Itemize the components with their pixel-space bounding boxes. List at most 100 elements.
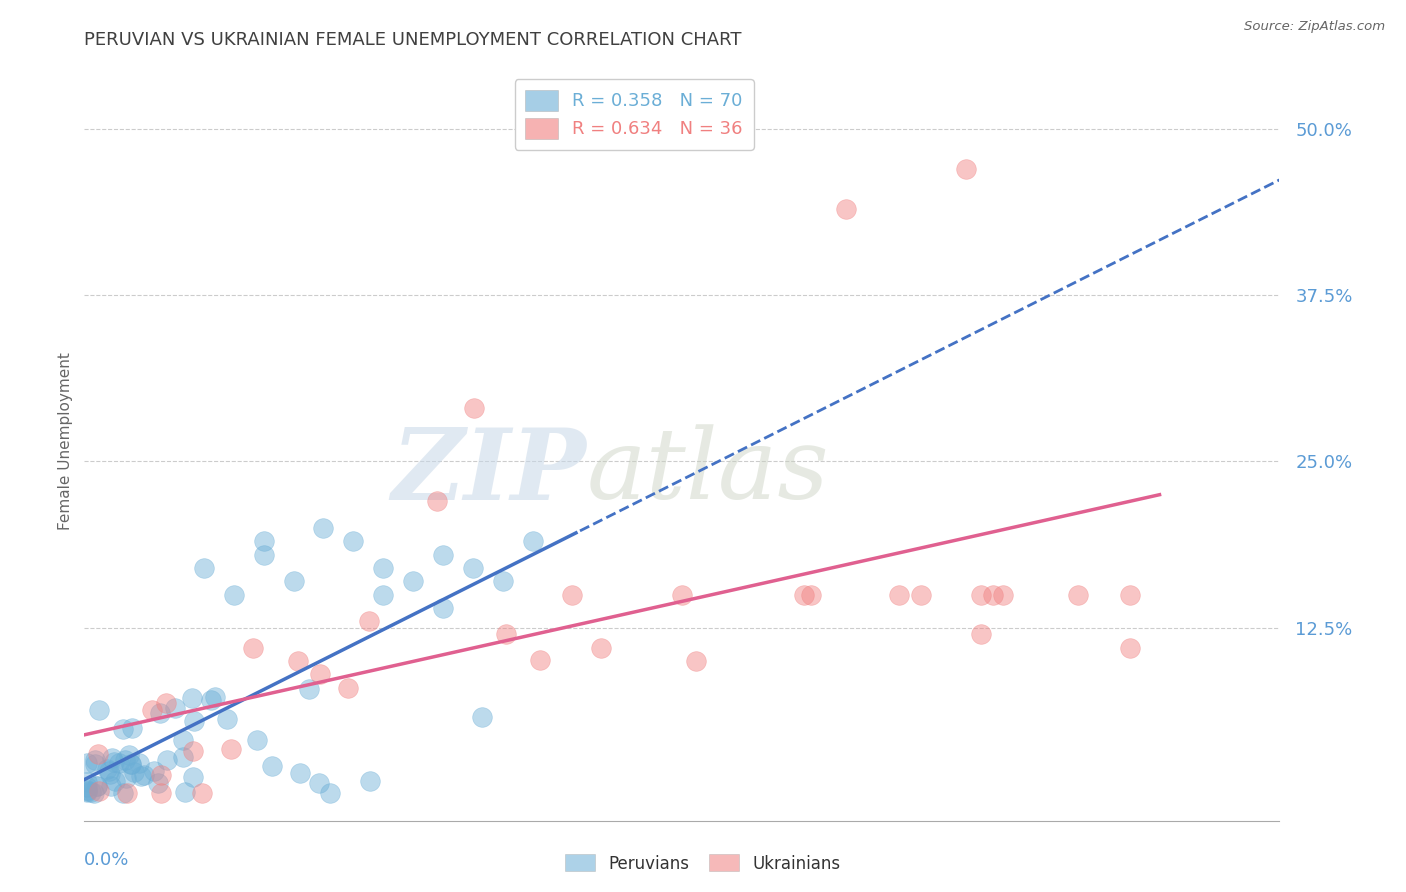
Point bbox=[134, 767, 156, 781]
Point bbox=[172, 733, 194, 747]
Point bbox=[432, 548, 454, 562]
Point bbox=[200, 692, 222, 706]
Point bbox=[373, 587, 395, 601]
Point bbox=[288, 766, 311, 780]
Point bbox=[149, 786, 172, 800]
Point bbox=[181, 744, 204, 758]
Point bbox=[174, 785, 197, 799]
Point bbox=[357, 614, 380, 628]
Point bbox=[190, 786, 212, 800]
Point bbox=[149, 706, 172, 721]
Point bbox=[955, 161, 977, 176]
Point bbox=[141, 703, 163, 717]
Point bbox=[561, 587, 583, 601]
Point bbox=[970, 587, 993, 601]
Point bbox=[242, 640, 264, 655]
Point bbox=[115, 786, 138, 800]
Point bbox=[146, 775, 169, 789]
Point bbox=[149, 768, 172, 782]
Text: 0.0%: 0.0% bbox=[84, 851, 129, 869]
Legend: Peruvians, Ukrainians: Peruvians, Ukrainians bbox=[558, 847, 848, 880]
Point bbox=[1067, 587, 1090, 601]
Point bbox=[87, 703, 110, 717]
Point bbox=[83, 786, 105, 800]
Point bbox=[373, 561, 395, 575]
Point bbox=[591, 640, 613, 655]
Point bbox=[800, 587, 823, 601]
Point bbox=[253, 534, 276, 549]
Point bbox=[981, 587, 1004, 601]
Point bbox=[104, 774, 127, 789]
Text: Source: ZipAtlas.com: Source: ZipAtlas.com bbox=[1244, 20, 1385, 33]
Point bbox=[253, 548, 276, 562]
Point bbox=[103, 755, 125, 769]
Point bbox=[121, 721, 143, 735]
Point bbox=[522, 534, 544, 549]
Point bbox=[432, 600, 454, 615]
Point bbox=[1119, 587, 1142, 601]
Point bbox=[685, 654, 707, 668]
Point bbox=[100, 779, 122, 793]
Point bbox=[887, 587, 910, 601]
Point bbox=[181, 770, 204, 784]
Text: atlas: atlas bbox=[586, 425, 830, 519]
Point bbox=[495, 627, 517, 641]
Point bbox=[122, 765, 145, 780]
Point bbox=[308, 667, 330, 681]
Point bbox=[84, 756, 107, 771]
Point bbox=[87, 784, 110, 798]
Point bbox=[183, 714, 205, 728]
Point bbox=[671, 587, 693, 601]
Point bbox=[492, 574, 515, 589]
Point bbox=[219, 741, 242, 756]
Point bbox=[910, 587, 932, 601]
Point bbox=[98, 767, 121, 781]
Point bbox=[98, 764, 121, 779]
Point bbox=[283, 574, 305, 589]
Point bbox=[1119, 640, 1142, 655]
Legend: R = 0.358   N = 70, R = 0.634   N = 36: R = 0.358 N = 70, R = 0.634 N = 36 bbox=[515, 79, 754, 150]
Point bbox=[287, 654, 309, 668]
Point bbox=[529, 653, 551, 667]
Point bbox=[426, 494, 449, 508]
Point bbox=[131, 769, 153, 783]
Point bbox=[163, 701, 186, 715]
Point bbox=[970, 627, 993, 641]
Point bbox=[155, 696, 177, 710]
Point bbox=[76, 783, 98, 797]
Point bbox=[204, 690, 226, 704]
Point bbox=[84, 753, 107, 767]
Point bbox=[86, 779, 108, 793]
Point bbox=[308, 776, 330, 790]
Point bbox=[128, 756, 150, 771]
Point bbox=[222, 587, 245, 601]
Point bbox=[111, 786, 134, 800]
Point bbox=[114, 753, 136, 767]
Point bbox=[793, 587, 815, 601]
Point bbox=[80, 784, 103, 798]
Point bbox=[359, 774, 381, 789]
Point bbox=[86, 779, 108, 793]
Point bbox=[108, 756, 131, 770]
Point bbox=[471, 710, 494, 724]
Text: ZIP: ZIP bbox=[391, 424, 586, 520]
Point bbox=[76, 774, 98, 789]
Point bbox=[835, 202, 858, 216]
Point bbox=[112, 723, 135, 737]
Point bbox=[76, 756, 98, 770]
Point bbox=[76, 784, 98, 798]
Point bbox=[120, 756, 142, 771]
Point bbox=[114, 771, 136, 785]
Point bbox=[120, 756, 142, 771]
Point bbox=[142, 764, 165, 778]
Point bbox=[260, 759, 283, 773]
Point bbox=[76, 785, 98, 799]
Point bbox=[118, 748, 141, 763]
Y-axis label: Female Unemployment: Female Unemployment bbox=[58, 352, 73, 531]
Point bbox=[461, 561, 484, 575]
Point bbox=[172, 750, 194, 764]
Point bbox=[319, 786, 342, 800]
Point bbox=[181, 690, 204, 705]
Point bbox=[463, 401, 485, 416]
Point bbox=[246, 733, 269, 747]
